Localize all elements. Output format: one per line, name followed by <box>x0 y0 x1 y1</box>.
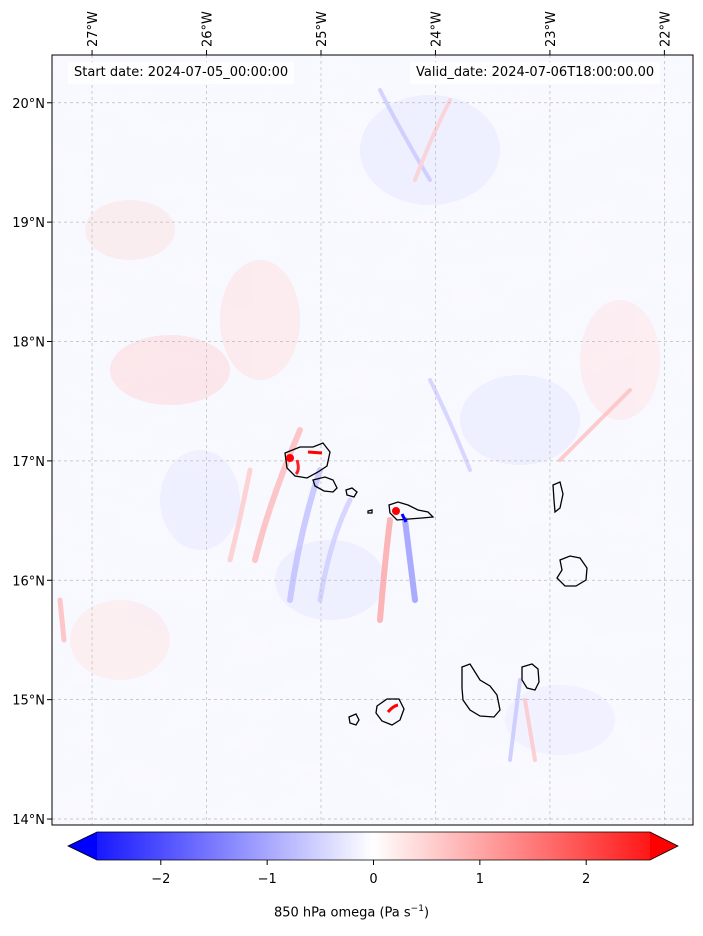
colorbar-label-suffix: ) <box>423 905 430 921</box>
map-frame <box>51 54 694 826</box>
colorbar-ticks: −2 −1 0 1 2 <box>151 860 590 887</box>
lon-tick-label: 26°W <box>201 11 216 47</box>
colorbar-tick-label: 2 <box>582 872 590 887</box>
lon-tick-label: 27°W <box>86 11 101 47</box>
colorbar-tick-label: 1 <box>476 872 484 887</box>
longitude-ticks: 27°W 26°W 25°W 24°W 23°W 22°W <box>86 11 673 55</box>
colorbar-tick-label: −1 <box>258 872 277 887</box>
colorbar-extend-high <box>650 832 678 860</box>
colorbar-label-exponent: −1 <box>410 904 424 914</box>
colorbar: −2 −1 0 1 2 <box>67 831 679 887</box>
lon-tick-label: 25°W <box>315 11 330 47</box>
colorbar-tick-label: 0 <box>369 872 377 887</box>
colorbar-label-prefix: 850 hPa omega (Pa s <box>273 905 411 921</box>
lon-tick-label: 22°W <box>658 11 673 47</box>
lat-tick-label: 18°N <box>12 336 45 351</box>
valid-date-label: Valid_date: 2024-07-06T18:00:00.00 <box>410 62 661 84</box>
lat-tick-label: 19°N <box>12 216 45 231</box>
omega-field <box>52 55 693 825</box>
lat-tick-label: 17°N <box>12 455 45 470</box>
coastlines <box>284 442 588 726</box>
colorbar-extend-low <box>68 832 97 860</box>
colorbar-tick-label: −2 <box>151 872 170 887</box>
lon-tick-label: 23°W <box>544 11 559 47</box>
start-date-label: Start date: 2024-07-05_00:00:00 <box>68 62 295 84</box>
latitude-ticks: 20°N 19°N 18°N 17°N 16°N 15°N 14°N <box>12 97 52 828</box>
colorbar-body <box>68 832 678 860</box>
colorbar-label: 850 hPa omega (Pa s−1) <box>0 904 703 920</box>
lat-tick-label: 14°N <box>12 813 45 828</box>
lat-tick-label: 20°N <box>12 97 45 112</box>
lat-tick-label: 15°N <box>12 694 45 709</box>
lat-tick-label: 16°N <box>12 574 45 589</box>
lon-tick-label: 24°W <box>429 11 444 47</box>
